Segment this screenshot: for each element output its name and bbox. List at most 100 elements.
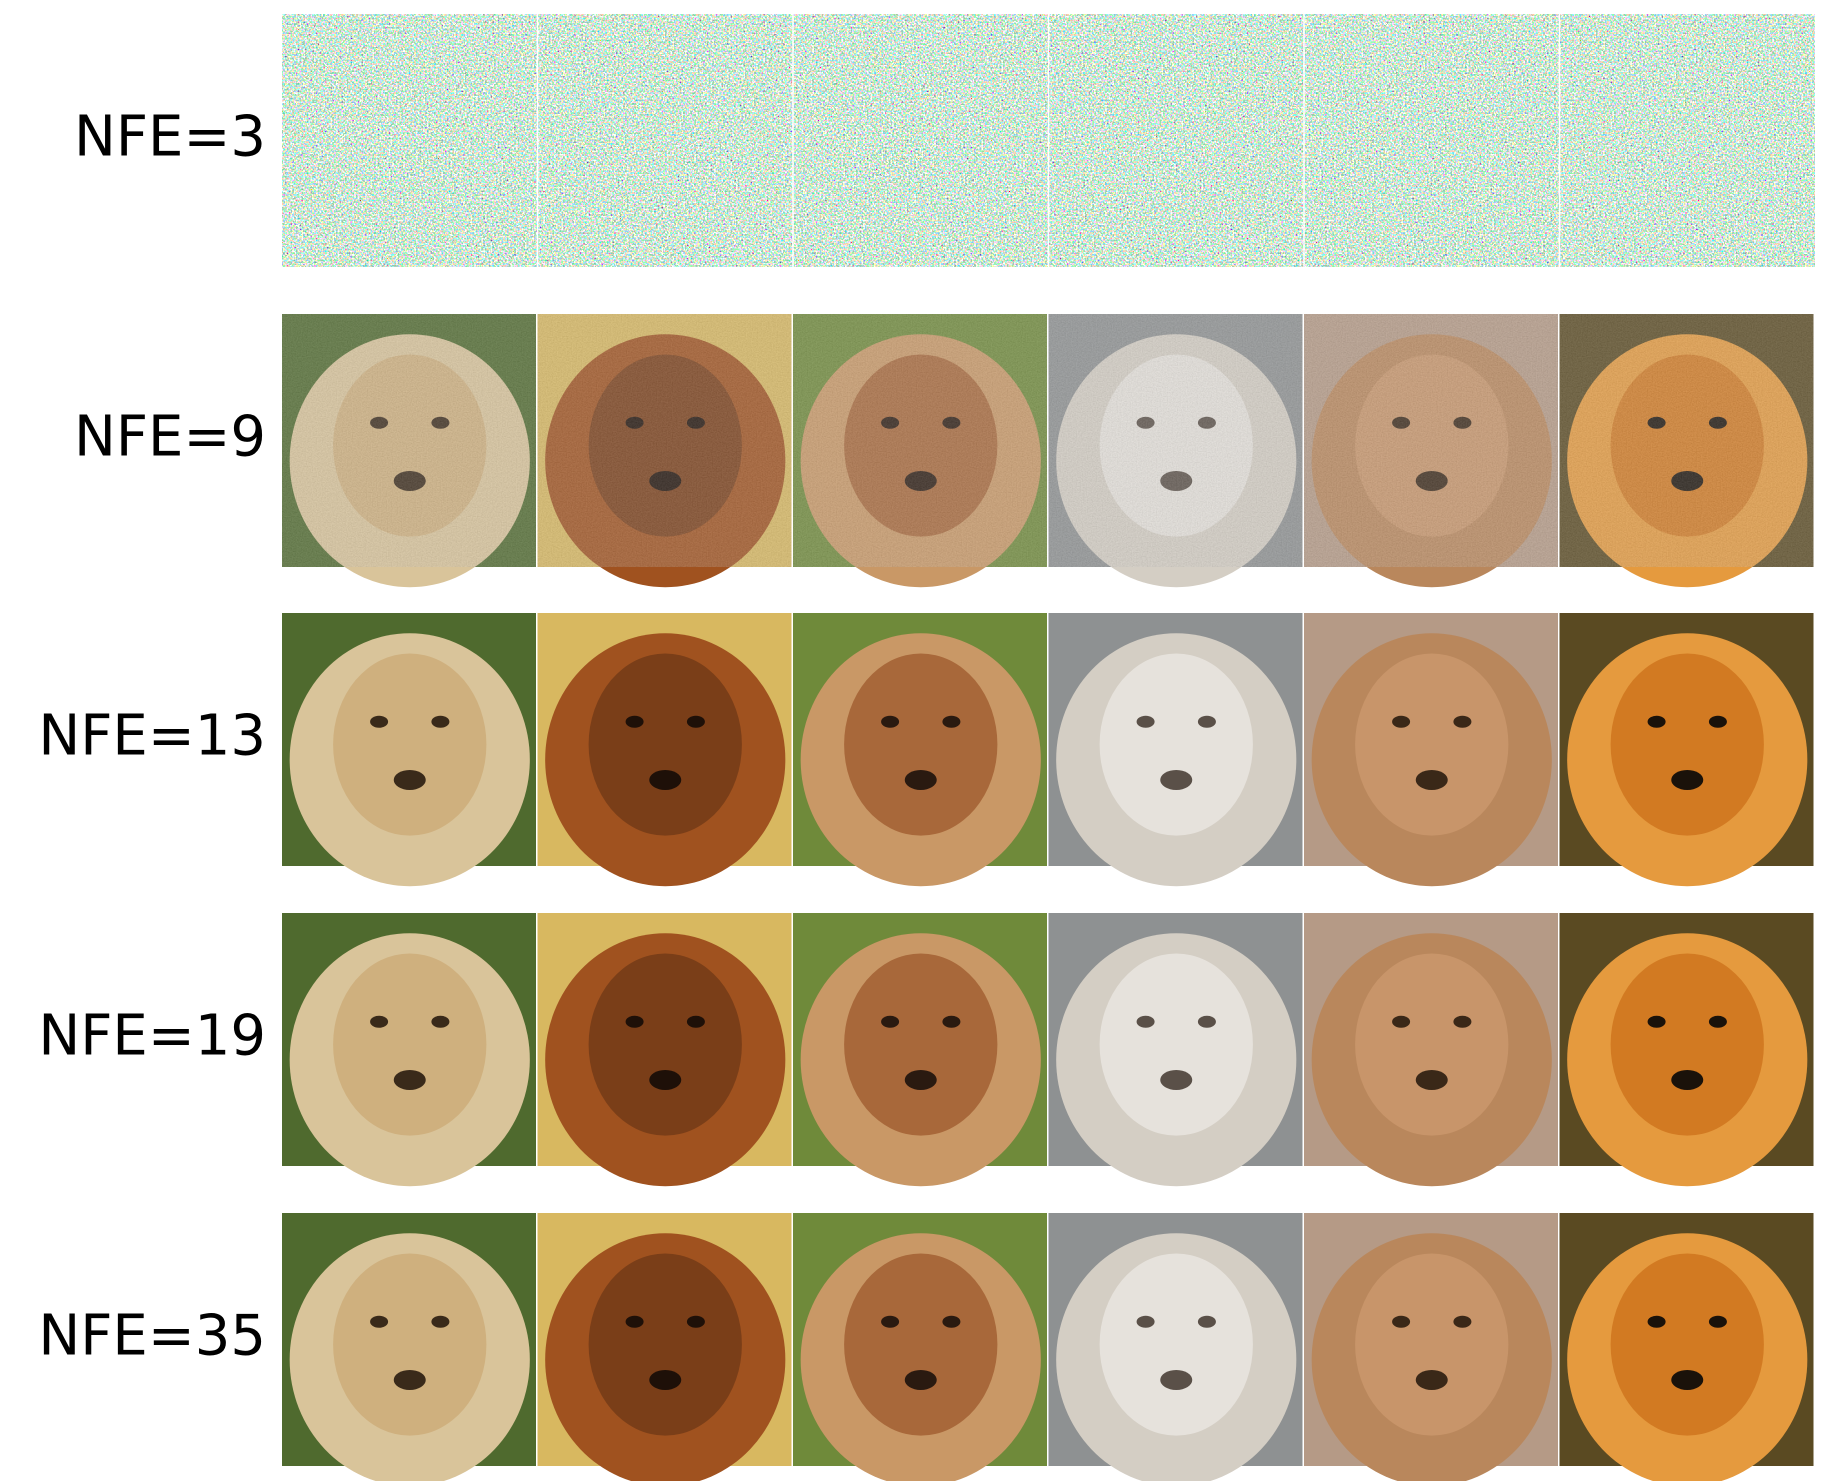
tile-eye xyxy=(1647,1315,1666,1328)
tile-nose xyxy=(904,769,937,790)
tile-grain xyxy=(1048,314,1303,567)
tile-nose xyxy=(1415,1069,1448,1090)
tile-eye xyxy=(1647,1015,1666,1028)
tile-eye xyxy=(431,1015,450,1028)
tile-eye xyxy=(1708,1015,1727,1028)
image-tile xyxy=(793,613,1047,887)
tile-eye xyxy=(881,715,900,728)
image-tile xyxy=(537,1213,792,1481)
tile-face xyxy=(1610,953,1764,1136)
tile-face xyxy=(1099,653,1253,836)
image-tile xyxy=(1304,314,1558,588)
tile-nose xyxy=(393,1369,426,1390)
tile-eye xyxy=(1453,715,1472,728)
tile-nose xyxy=(1415,1369,1448,1390)
image-tile xyxy=(282,913,536,1187)
image-tile xyxy=(1048,613,1303,887)
tile-face xyxy=(333,1253,487,1436)
tile-face xyxy=(1099,1253,1253,1436)
image-tile xyxy=(793,314,1047,588)
tile-eye xyxy=(1453,1315,1472,1328)
tile-eye xyxy=(370,715,389,728)
tile-eye xyxy=(686,1015,705,1028)
image-tile xyxy=(1559,613,1814,887)
tile-eye xyxy=(625,1015,644,1028)
row-label: NFE=3 xyxy=(74,105,266,170)
tile-face xyxy=(588,653,742,836)
tile-eye xyxy=(1136,1015,1155,1028)
tile-eye xyxy=(370,1015,389,1028)
tile-face xyxy=(333,653,487,836)
image-tile xyxy=(1048,913,1303,1187)
tile-eye xyxy=(625,1315,644,1328)
tile-face xyxy=(333,953,487,1136)
tile-eye xyxy=(1392,715,1411,728)
tile-eye xyxy=(881,1015,900,1028)
tile-grain xyxy=(1304,314,1558,567)
tile-face xyxy=(1610,1253,1764,1436)
tile-grain xyxy=(793,314,1047,567)
row-label: NFE=9 xyxy=(74,405,266,470)
tile-eye xyxy=(625,715,644,728)
tile-eye xyxy=(1647,715,1666,728)
tile-nose xyxy=(1160,769,1193,790)
tile-face xyxy=(1355,1253,1509,1436)
tile-grain xyxy=(1559,314,1814,567)
tile-face xyxy=(1610,653,1764,836)
image-tile xyxy=(1048,314,1303,588)
row-label: NFE=35 xyxy=(38,1304,266,1369)
tile-eye xyxy=(1392,1015,1411,1028)
tile-nose xyxy=(1671,769,1704,790)
tile-nose xyxy=(1160,1369,1193,1390)
tile-eye xyxy=(1453,1015,1472,1028)
image-tile xyxy=(282,314,536,588)
tile-eye xyxy=(370,1315,389,1328)
image-tile xyxy=(1559,314,1814,588)
tile-face xyxy=(844,1253,998,1436)
image-tile xyxy=(793,1213,1047,1481)
tile-grain xyxy=(282,314,536,567)
tile-nose xyxy=(1415,769,1448,790)
tile-eye xyxy=(431,715,450,728)
image-tile xyxy=(1559,913,1814,1187)
image-tile xyxy=(1304,913,1558,1187)
tile-nose xyxy=(904,1369,937,1390)
tile-face xyxy=(1355,653,1509,836)
tile-nose xyxy=(649,1069,682,1090)
image-tile xyxy=(1048,1213,1303,1481)
tile-face xyxy=(588,1253,742,1436)
tile-face xyxy=(844,653,998,836)
image-tile xyxy=(793,913,1047,1187)
row-label: NFE=19 xyxy=(38,1004,266,1069)
tile-eye xyxy=(1136,715,1155,728)
image-tile xyxy=(282,1213,536,1481)
tile-eye xyxy=(1708,715,1727,728)
tile-nose xyxy=(1160,1069,1193,1090)
tile-nose xyxy=(649,769,682,790)
tile-face xyxy=(844,953,998,1136)
tile-eye xyxy=(431,1315,450,1328)
tile-eye xyxy=(942,1015,961,1028)
tile-nose xyxy=(393,1069,426,1090)
tile-eye xyxy=(1197,1015,1216,1028)
image-tile xyxy=(537,314,792,588)
image-tile xyxy=(1304,613,1558,887)
row-label: NFE=13 xyxy=(38,704,266,769)
image-tile xyxy=(1304,1213,1558,1481)
image-tile xyxy=(282,613,536,887)
tile-eye xyxy=(1136,1315,1155,1328)
tile-eye xyxy=(1392,1315,1411,1328)
tile-eye xyxy=(942,715,961,728)
image-tile xyxy=(537,913,792,1187)
tile-face xyxy=(1355,953,1509,1136)
tile-eye xyxy=(1197,1315,1216,1328)
tile-nose xyxy=(1671,1369,1704,1390)
tile-nose xyxy=(904,1069,937,1090)
tile-face xyxy=(588,953,742,1136)
tile-face xyxy=(1099,953,1253,1136)
image-tile xyxy=(1559,1213,1814,1481)
tile-nose xyxy=(1671,1069,1704,1090)
tile-eye xyxy=(942,1315,961,1328)
